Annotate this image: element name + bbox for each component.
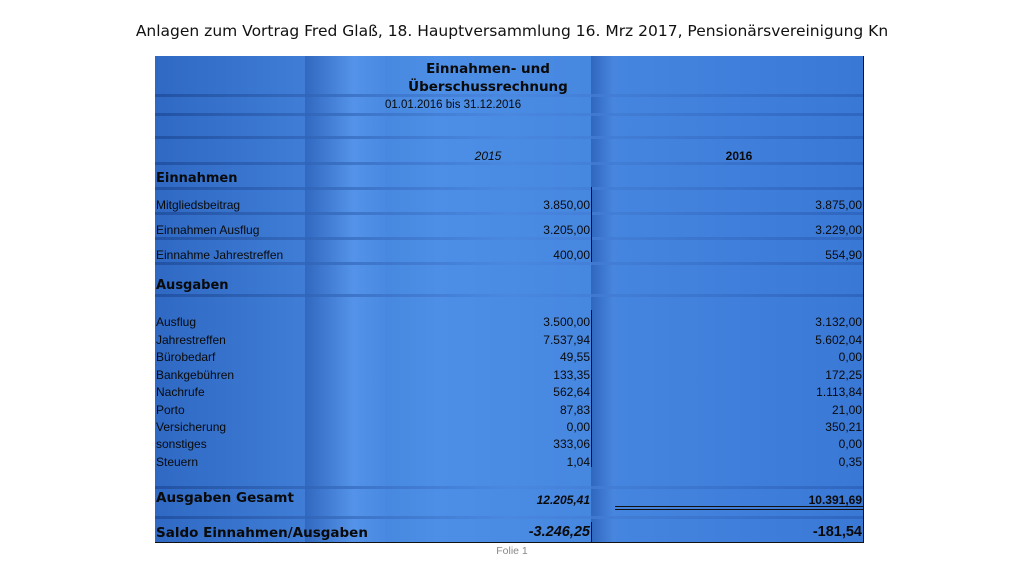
expense-row-label: Jahrestreffen xyxy=(156,333,226,347)
expense-row-2016: 3.132,00 xyxy=(815,315,862,329)
row-band xyxy=(155,486,863,489)
expense-row-2015: 49,55 xyxy=(559,350,590,364)
expense-row-label: sonstiges xyxy=(156,437,207,451)
column-border xyxy=(591,522,592,542)
total-expenses-label: Ausgaben Gesamt xyxy=(156,490,294,506)
row-band xyxy=(155,94,863,97)
column-shade xyxy=(305,56,385,542)
expense-row-2016: 5.602,04 xyxy=(815,333,862,347)
total-expenses-2015: 12.205,41 xyxy=(536,493,590,507)
expense-row-label: Bürobedarf xyxy=(156,350,216,364)
total-underline xyxy=(615,506,863,507)
slide-title: Anlagen zum Vortrag Fred Glaß, 18. Haupt… xyxy=(135,22,889,40)
expense-row-2016: 0,35 xyxy=(838,455,862,469)
expense-row-label: Nachrufe xyxy=(156,385,205,399)
row-band xyxy=(155,237,863,240)
period-label: 01.01.2016 bis 31.12.2016 xyxy=(385,99,522,111)
year-2015-header: 2015 xyxy=(474,149,502,163)
expense-row-2015: 87,83 xyxy=(559,403,590,417)
expense-row-2015: 0,00 xyxy=(566,420,590,434)
income-row-2015: 3.205,00 xyxy=(543,223,590,237)
column-shade xyxy=(591,56,615,542)
column-border xyxy=(591,187,592,262)
expense-row-2015: 7.537,94 xyxy=(543,333,590,347)
slide-footer: Folie 1 xyxy=(496,545,528,557)
expense-row-2016: 172,25 xyxy=(825,368,862,382)
row-band xyxy=(155,212,863,215)
sheet-heading-line2: Überschussrechnung xyxy=(408,79,568,95)
row-band xyxy=(155,136,863,139)
expense-row-2016: 21,00 xyxy=(831,403,862,417)
row-band xyxy=(155,113,863,116)
expense-row-label: Bankgebühren xyxy=(156,368,235,382)
expense-row-label: Ausflug xyxy=(156,315,197,329)
row-band xyxy=(155,162,863,165)
total-underline xyxy=(615,509,863,510)
expense-row-2015: 333,06 xyxy=(553,437,590,451)
expense-row-2015: 1,04 xyxy=(566,455,590,469)
expense-row-2015: 562,64 xyxy=(553,385,590,399)
expense-row-2015: 3.500,00 xyxy=(543,315,590,329)
expense-row-label: Porto xyxy=(156,403,185,417)
sheet-heading-line1: Einnahmen- und xyxy=(426,61,550,77)
expense-row-2016: 0,00 xyxy=(838,350,862,364)
expense-row-2016: 350,21 xyxy=(825,420,862,434)
income-row-label: Einnahmen Ausflug xyxy=(156,223,260,237)
balance-2016: -181,54 xyxy=(812,524,862,540)
expense-row-2015: 133,35 xyxy=(553,368,590,382)
expense-row-label: Steuern xyxy=(156,455,199,469)
total-expenses-2016: 10.391,69 xyxy=(808,493,862,507)
row-band xyxy=(155,187,863,190)
income-section-title: Einnahmen xyxy=(156,171,238,186)
expense-row-2016: 1.113,84 xyxy=(816,385,862,399)
income-row-label: Einnahme Jahrestreffen xyxy=(156,248,284,262)
income-row-2016: 554,90 xyxy=(825,248,862,262)
row-band xyxy=(155,516,863,519)
spreadsheet: Einnahmen- und Überschussrechnung 01.01.… xyxy=(155,56,864,543)
income-row-2015: 3.850,00 xyxy=(543,198,590,212)
income-row-2015: 400,00 xyxy=(553,248,590,262)
expense-row-label: Versicherung xyxy=(156,420,227,434)
row-band xyxy=(155,294,863,297)
column-border xyxy=(591,310,592,467)
expense-row-2016: 0,00 xyxy=(838,437,862,451)
year-2016-header: 2016 xyxy=(725,149,753,163)
balance-label: Saldo Einnahmen/Ausgaben xyxy=(156,525,368,541)
income-row-label: Mitgliedsbeitrag xyxy=(156,198,241,212)
row-band xyxy=(155,262,863,265)
income-row-2016: 3.875,00 xyxy=(815,198,862,212)
expenses-section-title: Ausgaben xyxy=(156,278,229,293)
balance-2015: -3.246,25 xyxy=(528,524,590,540)
income-row-2016: 3.229,00 xyxy=(815,223,862,237)
